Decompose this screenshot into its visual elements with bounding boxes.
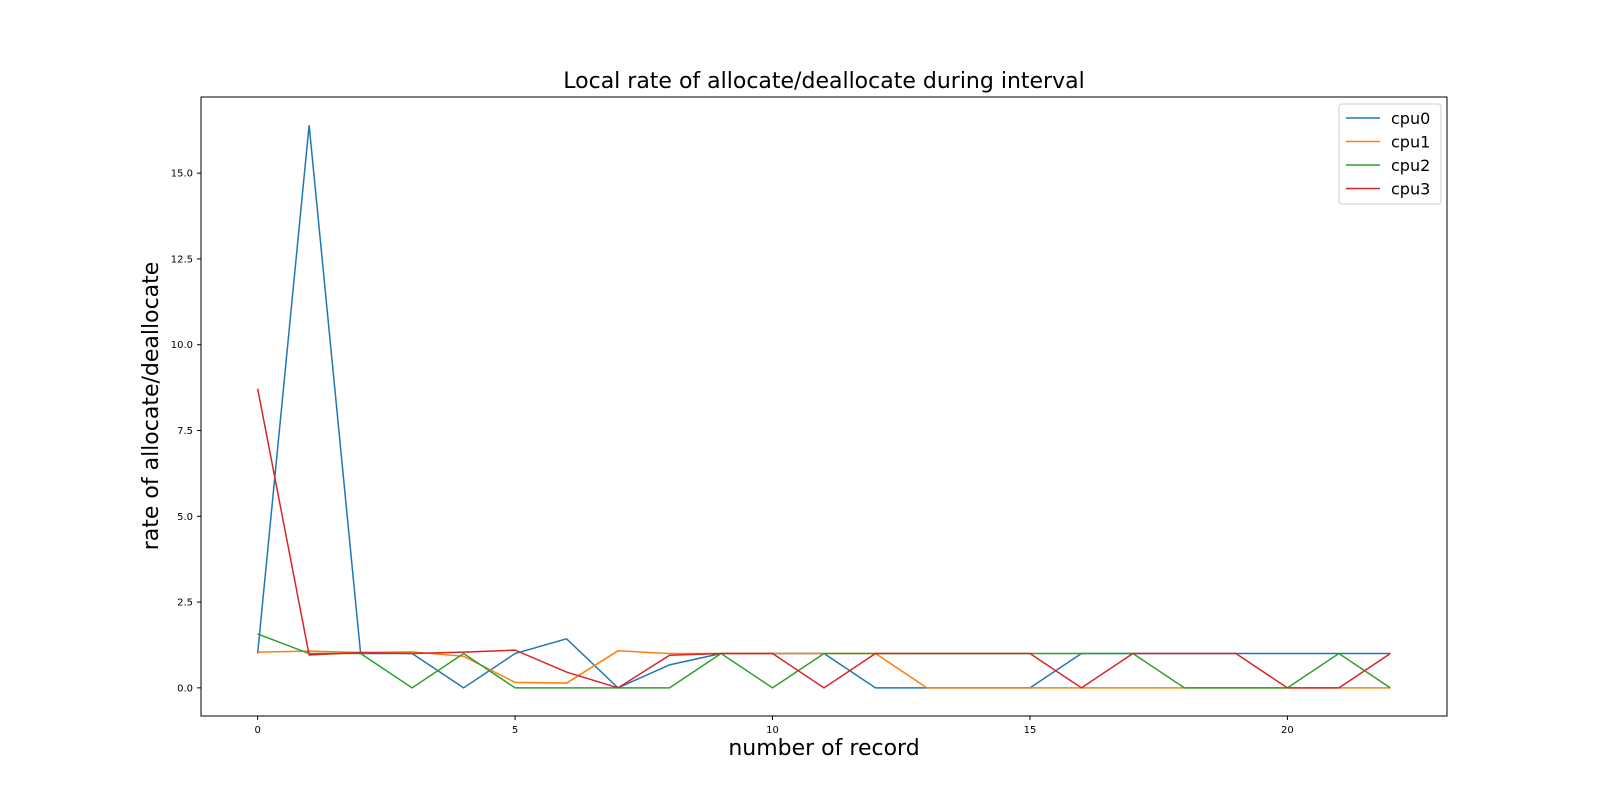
legend: cpu0 cpu1 cpu2 cpu3 bbox=[1338, 103, 1442, 205]
y-tick-label: 0.0 bbox=[177, 683, 193, 694]
series-line-cpu0 bbox=[256, 125, 1391, 689]
x-axis-label: number of record bbox=[728, 736, 919, 761]
chart-title: Local rate of allocate/deallocate during… bbox=[563, 69, 1084, 94]
x-tick-label: 20 bbox=[1281, 725, 1294, 736]
series-lines bbox=[256, 125, 1391, 689]
y-tick-label: 12.5 bbox=[171, 254, 193, 265]
x-tick-label: 15 bbox=[1024, 725, 1037, 736]
series-line-cpu1 bbox=[257, 650, 1391, 689]
legend-label-cpu2: cpu2 bbox=[1391, 156, 1430, 175]
y-tick-label: 7.5 bbox=[177, 426, 193, 437]
plot-frame bbox=[200, 96, 1448, 717]
y-tick-label: 5.0 bbox=[177, 512, 193, 523]
x-tick-label: 0 bbox=[254, 725, 260, 736]
series-line-cpu3 bbox=[256, 388, 1391, 689]
x-axis: 0 5 10 15 20 bbox=[254, 716, 1294, 736]
legend-label-cpu3: cpu3 bbox=[1391, 180, 1430, 199]
series-line-cpu2 bbox=[257, 633, 1391, 689]
x-tick-label: 10 bbox=[766, 725, 779, 736]
legend-label-cpu1: cpu1 bbox=[1391, 133, 1430, 152]
legend-label-cpu0: cpu0 bbox=[1391, 109, 1430, 128]
y-tick-label: 10.0 bbox=[171, 340, 193, 351]
x-tick-label: 5 bbox=[512, 725, 518, 736]
y-axis: 0.0 2.5 5.0 7.5 10.0 12.5 15.0 bbox=[171, 169, 201, 694]
y-axis-label: rate of allocate/deallocate bbox=[139, 262, 164, 551]
legend-box bbox=[1338, 103, 1442, 205]
y-tick-label: 15.0 bbox=[171, 169, 193, 180]
y-tick-label: 2.5 bbox=[177, 598, 193, 609]
